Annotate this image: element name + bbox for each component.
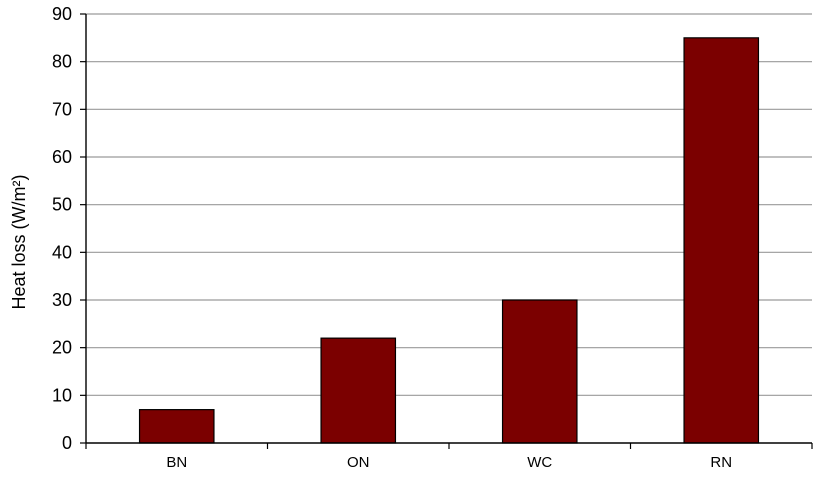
y-tick-label-70: 70 (52, 99, 72, 119)
y-tick-label-60: 60 (52, 147, 72, 167)
y-tick-label-80: 80 (52, 52, 72, 72)
x-tick-label-BN: BN (166, 454, 187, 471)
bar-ON (321, 338, 395, 443)
bar-RN (684, 38, 758, 443)
y-tick-label-10: 10 (52, 385, 72, 405)
bars (140, 38, 759, 443)
bar-BN (140, 410, 214, 443)
y-tick-label-40: 40 (52, 242, 72, 262)
y-tick-labels: 0 10 20 30 40 50 60 70 80 90 (52, 4, 72, 453)
bar-WC (503, 300, 577, 443)
y-tick-label-90: 90 (52, 4, 72, 24)
x-tick-label-ON: ON (347, 454, 370, 471)
y-tick-label-50: 50 (52, 195, 72, 215)
x-tick-label-WC: WC (527, 454, 552, 471)
y-tick-label-30: 30 (52, 290, 72, 310)
x-tick-labels: BN ON WC RN (166, 454, 732, 471)
y-tick-label-0: 0 (62, 433, 72, 453)
y-axis-label: Heat loss (W/m²) (9, 175, 29, 310)
y-tick-label-20: 20 (52, 338, 72, 358)
x-tick-label-RN: RN (710, 454, 732, 471)
